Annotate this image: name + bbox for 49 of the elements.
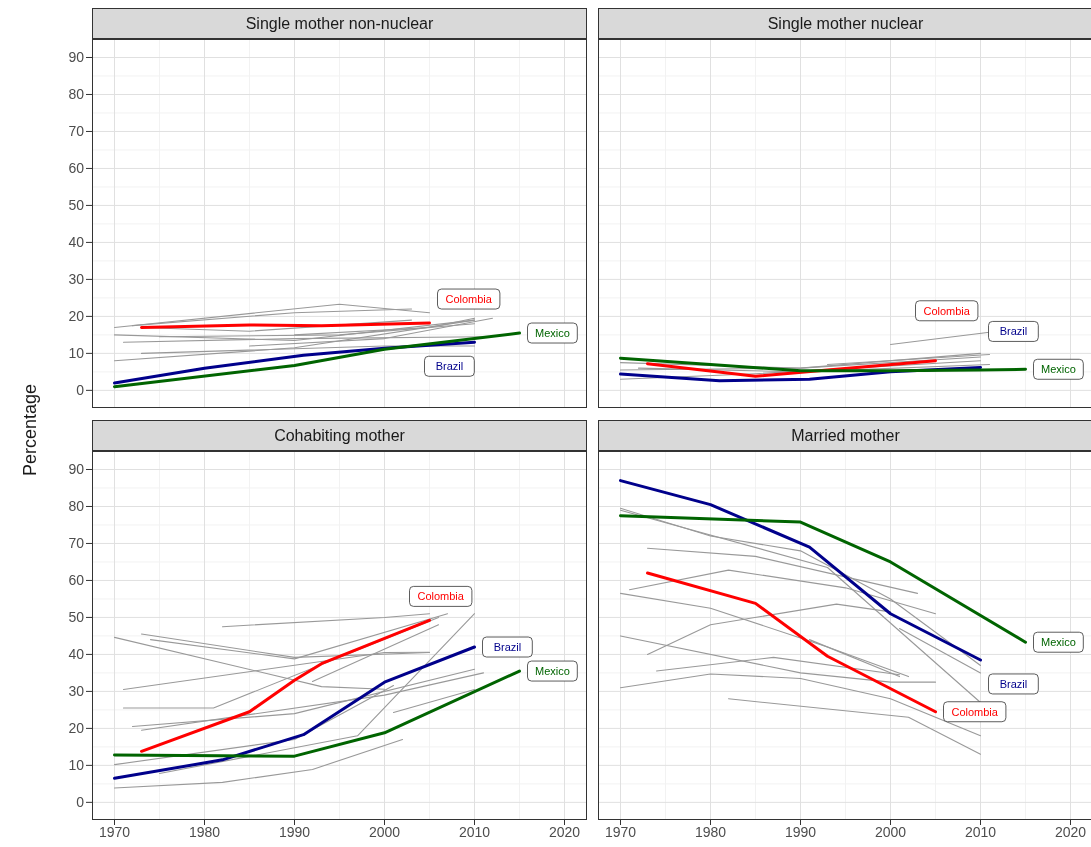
chart-title: Single mother non-nuclear — [92, 8, 587, 39]
y-tick-label: 40 — [68, 234, 85, 251]
y-tick-label: 40 — [68, 646, 85, 663]
y-tick-label: 80 — [68, 86, 85, 103]
y-tick-label: 30 — [68, 271, 85, 288]
y-tick-label: 10 — [68, 345, 85, 362]
x-tick-label: 2000 — [874, 823, 907, 840]
y-tick-label: 70 — [68, 123, 85, 140]
x-tick-label: 2010 — [964, 823, 997, 840]
chart-title: Single mother nuclear — [598, 8, 1091, 39]
x-tick-label: 2020 — [548, 823, 581, 840]
text: Brazil — [999, 325, 1028, 338]
chart-title: Married mother — [598, 420, 1091, 451]
text: Colombia — [445, 293, 493, 306]
x-tick-label: 1970 — [98, 823, 131, 840]
y-tick-label: 30 — [68, 683, 85, 700]
x-tick-label: 1970 — [604, 823, 637, 840]
x-tick-label: 1980 — [694, 823, 727, 840]
y-tick-label: 20 — [68, 308, 85, 325]
x-tick-label: 1980 — [188, 823, 221, 840]
series-label: Mexico — [534, 665, 570, 678]
y-tick-label: 0 — [76, 794, 85, 811]
y-tick-label: 90 — [68, 461, 85, 478]
y-tick-label: 60 — [68, 572, 85, 589]
chart-title: Cohabiting mother — [92, 420, 587, 451]
series-label: Mexico — [1040, 636, 1076, 649]
y-tick-label: 20 — [68, 720, 85, 737]
x-tick-label: 1990 — [278, 823, 311, 840]
y-tick-label: 0 — [76, 382, 85, 399]
series-label: Brazil — [493, 641, 522, 654]
y-tick-label: 60 — [68, 160, 85, 177]
series-label: Mexico — [1040, 363, 1076, 376]
y-tick-label: 80 — [68, 498, 85, 515]
x-tick-label: 2010 — [458, 823, 491, 840]
y-tick-label: 50 — [68, 197, 85, 214]
text: Colombia — [923, 304, 971, 317]
y-tick-label: 70 — [68, 535, 85, 552]
y-tick-label: 90 — [68, 49, 85, 66]
text: Brazil — [999, 677, 1028, 690]
series-label: Mexico — [534, 327, 570, 340]
y-tick-label: 50 — [68, 609, 85, 626]
x-tick-label: 2020 — [1054, 823, 1087, 840]
series-label: Colombia — [417, 590, 465, 603]
y-tick-label: 10 — [68, 757, 85, 774]
x-tick-label: 1990 — [784, 823, 817, 840]
series-label: Colombia — [951, 705, 999, 718]
x-tick-label: 2000 — [368, 823, 401, 840]
series-label: Brazil — [435, 360, 464, 373]
y-axis-title: Percentage — [19, 383, 41, 477]
